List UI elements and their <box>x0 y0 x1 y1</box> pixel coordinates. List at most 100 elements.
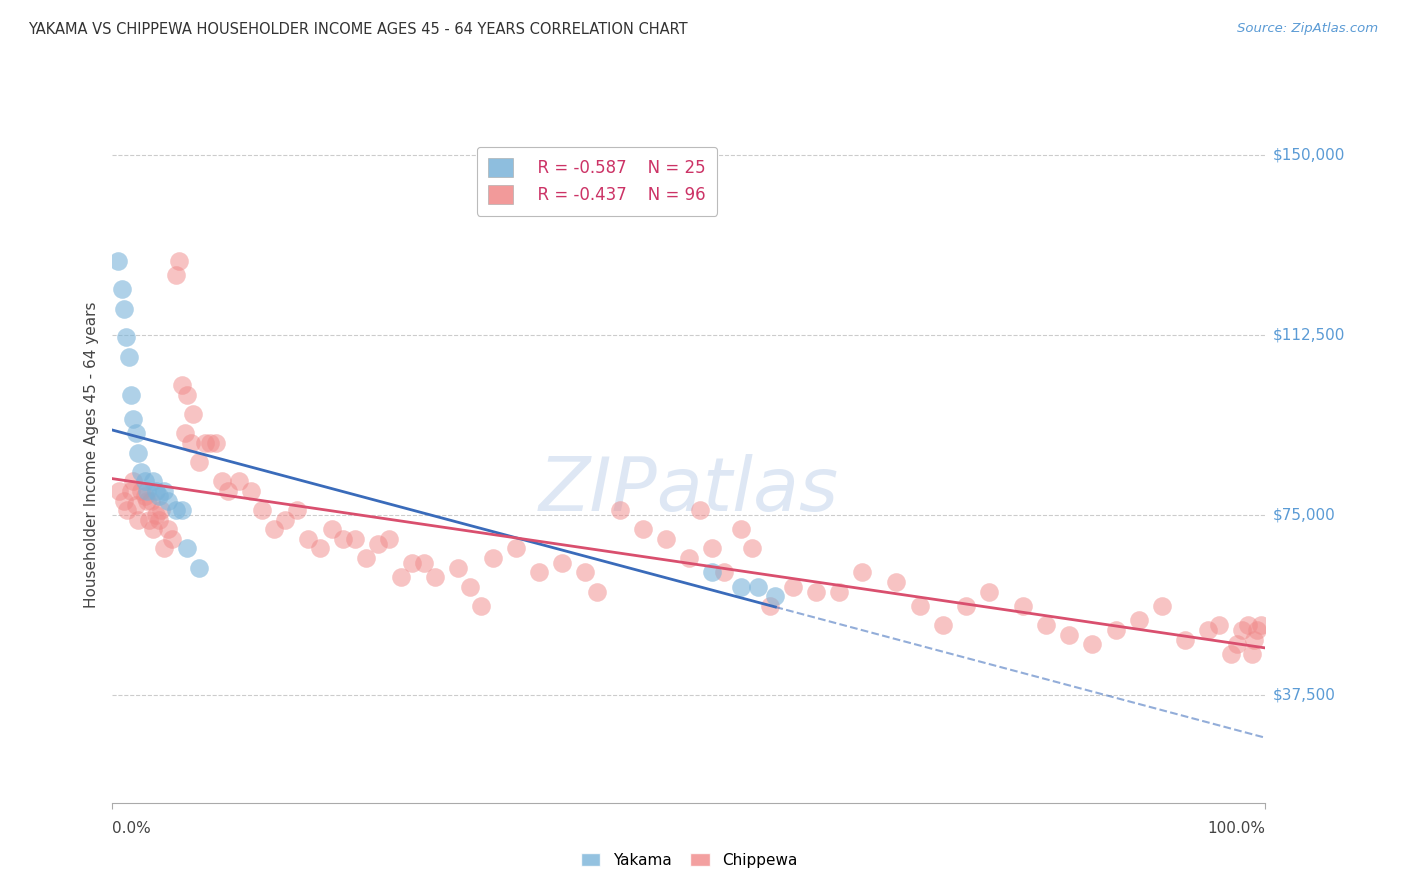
Point <box>1208 618 1230 632</box>
Legend:   R = -0.587    N = 25,   R = -0.437    N = 96: R = -0.587 N = 25, R = -0.437 N = 96 <box>477 146 717 216</box>
Point <box>252 503 274 517</box>
Point <box>165 268 187 282</box>
Point <box>1232 623 1254 637</box>
Point <box>1243 632 1265 647</box>
Point <box>127 445 149 459</box>
Text: Source: ZipAtlas.com: Source: ZipAtlas.com <box>1237 22 1378 36</box>
Point <box>176 541 198 556</box>
Point <box>156 493 179 508</box>
Point <box>217 483 239 498</box>
Point <box>1128 614 1150 628</box>
Point <box>1219 647 1241 661</box>
Point <box>470 599 492 613</box>
Point <box>127 513 149 527</box>
Point <box>122 412 145 426</box>
Point <box>263 522 285 536</box>
Point <box>129 465 153 479</box>
Point <box>1081 637 1104 651</box>
Point <box>117 503 139 517</box>
Point <box>1250 618 1272 632</box>
Text: 100.0%: 100.0% <box>1208 821 1265 836</box>
Text: $37,500: $37,500 <box>1272 688 1336 702</box>
Point <box>112 493 135 508</box>
Point <box>1059 628 1081 642</box>
Point <box>142 522 165 536</box>
Point <box>170 378 193 392</box>
Point <box>309 541 332 556</box>
Text: $150,000: $150,000 <box>1272 147 1344 162</box>
Point <box>332 532 354 546</box>
Point <box>285 503 308 517</box>
Point <box>609 503 631 517</box>
Point <box>124 498 146 512</box>
Point <box>228 475 250 489</box>
Point <box>274 513 297 527</box>
Point <box>908 599 931 613</box>
Point <box>111 282 134 296</box>
Point <box>482 551 505 566</box>
Point <box>689 503 711 517</box>
Text: 0.0%: 0.0% <box>112 821 152 836</box>
Point <box>1035 618 1057 632</box>
Point <box>1150 599 1173 613</box>
Point <box>136 483 159 498</box>
Point <box>170 503 193 517</box>
Point <box>655 532 678 546</box>
Point <box>107 253 129 268</box>
Point <box>851 566 873 580</box>
Point <box>551 556 574 570</box>
Point <box>139 493 162 508</box>
Point <box>122 475 145 489</box>
Point <box>136 493 159 508</box>
Point <box>955 599 977 613</box>
Point <box>205 436 228 450</box>
Point <box>1174 632 1197 647</box>
Point <box>181 407 204 421</box>
Point <box>447 560 470 574</box>
Point <box>194 436 217 450</box>
Point <box>148 513 170 527</box>
Point <box>156 522 179 536</box>
Point <box>120 483 142 498</box>
Point <box>176 388 198 402</box>
Point <box>180 436 202 450</box>
Point <box>804 584 827 599</box>
Point <box>162 532 184 546</box>
Point <box>886 575 908 590</box>
Y-axis label: Householder Income Ages 45 - 64 years: Householder Income Ages 45 - 64 years <box>84 301 100 608</box>
Point <box>378 532 401 546</box>
Text: ZIPatlas: ZIPatlas <box>538 454 839 525</box>
Point <box>187 455 211 469</box>
Point <box>108 483 131 498</box>
Point <box>730 580 752 594</box>
Point <box>321 522 343 536</box>
Point <box>505 541 527 556</box>
Point <box>115 330 138 344</box>
Point <box>142 475 165 489</box>
Point <box>700 566 723 580</box>
Point <box>412 556 434 570</box>
Point <box>1012 599 1035 613</box>
Point <box>145 508 167 522</box>
Point <box>354 551 377 566</box>
Point <box>134 475 156 489</box>
Text: $112,500: $112,500 <box>1272 327 1344 343</box>
Point <box>678 551 700 566</box>
Point <box>977 584 1000 599</box>
Point <box>631 522 654 536</box>
Point <box>211 475 233 489</box>
Point <box>129 483 153 498</box>
Point <box>401 556 423 570</box>
Point <box>782 580 804 594</box>
Point <box>700 541 723 556</box>
Point <box>425 570 447 584</box>
Point <box>585 584 607 599</box>
Point <box>1240 647 1263 661</box>
Point <box>458 580 481 594</box>
Point <box>187 560 211 574</box>
Point <box>153 541 176 556</box>
Point <box>297 532 319 546</box>
Point <box>765 590 787 604</box>
Legend: Yakama, Chippewa: Yakama, Chippewa <box>574 845 804 875</box>
Point <box>1237 618 1260 632</box>
